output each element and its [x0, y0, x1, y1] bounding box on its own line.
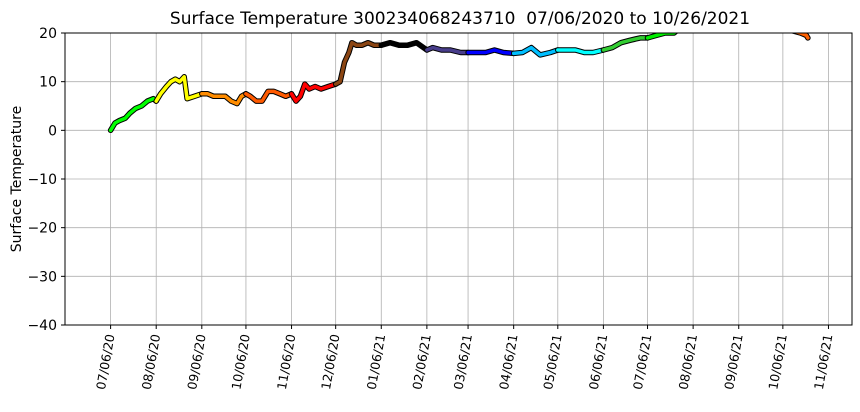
y-tick-label: −10	[27, 172, 57, 188]
line	[511, 45, 560, 57]
x-tick-label: 01/06/21	[364, 333, 389, 391]
line	[289, 82, 338, 103]
x-tick-label: 09/06/21	[721, 333, 746, 391]
grid	[65, 32, 852, 326]
x-tick-label: 09/06/20	[184, 333, 209, 391]
line	[333, 40, 384, 86]
x-tick-label: 11/06/20	[274, 333, 299, 391]
line	[108, 96, 158, 133]
chart-title: Surface Temperature 300234068243710 07/0…	[170, 9, 750, 29]
x-tick-label: 08/06/20	[139, 333, 164, 391]
y-tick-label: 20	[39, 26, 57, 42]
x-tick-label: 02/06/21	[409, 333, 434, 391]
line	[425, 45, 470, 55]
y-tick-label: −40	[27, 318, 57, 334]
line	[154, 75, 204, 103]
x-tick-label: 07/06/20	[93, 333, 118, 391]
y-tick-label: −30	[27, 269, 57, 285]
x-tick-label: 06/06/21	[586, 333, 611, 391]
line-outline	[107, 95, 159, 134]
x-tick-label: 11/06/21	[811, 333, 836, 391]
line	[466, 48, 516, 56]
axes: −40 −30 −20 −10 0 10 20 07/06/20 08/06/20 09/06/2…	[27, 26, 835, 391]
x-tick-label: 07/06/21	[630, 333, 655, 391]
line	[200, 92, 248, 106]
line	[556, 48, 606, 55]
x-tick-label: 10/06/20	[228, 333, 253, 391]
y-axis-label: Surface Temperature	[9, 106, 25, 252]
plot-lines	[107, 33, 811, 134]
y-tick-label: 0	[48, 123, 57, 139]
y-tick-label: 10	[39, 75, 57, 91]
line	[601, 36, 650, 52]
x-tick-label: 08/06/21	[676, 333, 701, 391]
line	[793, 33, 810, 40]
x-tick-label: 12/06/20	[318, 333, 343, 391]
x-tick-label: 10/06/21	[765, 333, 790, 391]
x-tick-label: 04/06/21	[496, 333, 521, 391]
line	[379, 40, 429, 52]
line	[244, 89, 294, 103]
x-tick-label: 05/06/21	[540, 333, 565, 391]
y-tick-label: −20	[27, 221, 57, 237]
line	[645, 33, 677, 40]
x-tick-label: 03/06/21	[450, 333, 475, 391]
